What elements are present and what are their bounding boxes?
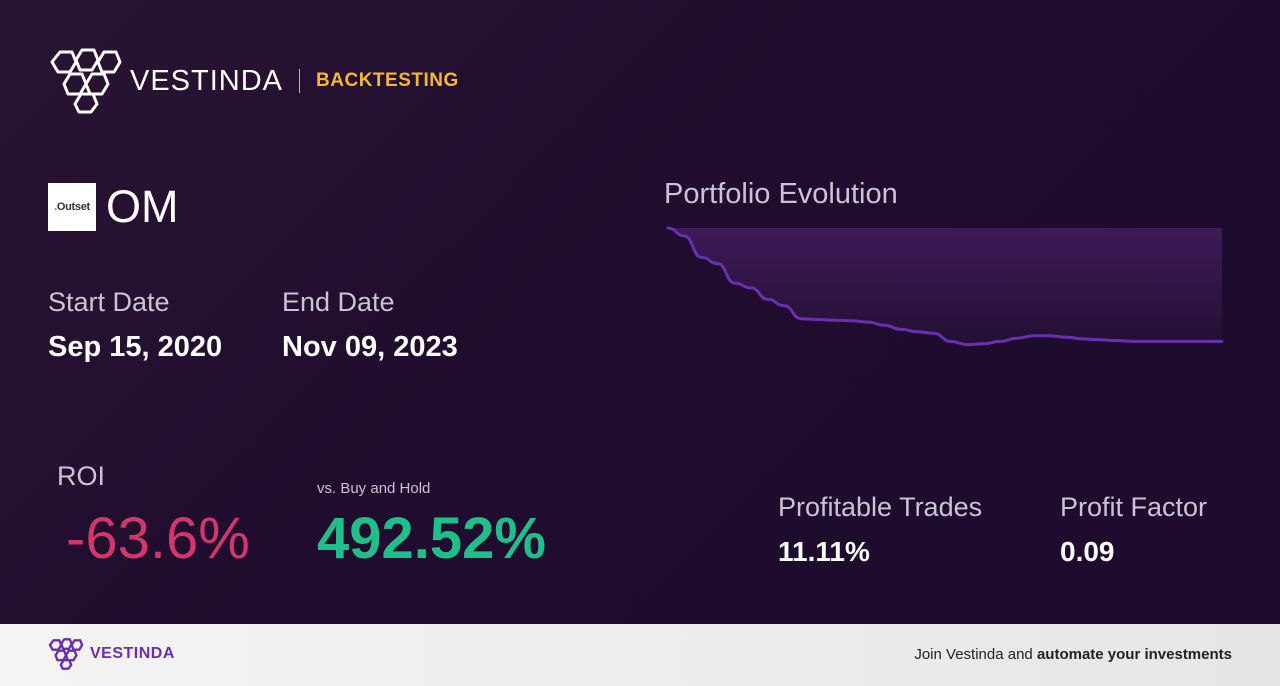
start-date-value: Sep 15, 2020 bbox=[48, 331, 223, 363]
vestinda-logo-icon bbox=[50, 48, 122, 114]
profitable-trades-value: 11.11% bbox=[778, 536, 870, 567]
chart-title: Portfolio Evolution bbox=[664, 178, 898, 210]
end-date-value: Nov 09, 2023 bbox=[282, 331, 458, 363]
chart-area bbox=[668, 228, 1222, 345]
ticker: .Outset OM bbox=[48, 183, 179, 231]
brand-name: VESTINDA bbox=[130, 64, 284, 97]
profitable-trades-label: Profitable Trades bbox=[778, 492, 983, 522]
company-logo: .Outset bbox=[48, 183, 96, 231]
buy-hold-label: vs. Buy and Hold bbox=[317, 480, 431, 497]
start-date-label: Start Date bbox=[48, 287, 170, 317]
profit-factor-label: Profit Factor bbox=[1060, 492, 1208, 522]
footer-logo[interactable]: VESTINDA bbox=[48, 638, 175, 670]
footer: VESTINDA Join Vestinda and automate your… bbox=[0, 624, 1280, 686]
footer-logo-icon bbox=[48, 638, 84, 670]
header: VESTINDA BACKTESTING bbox=[48, 46, 459, 116]
end-date-label: End Date bbox=[282, 287, 395, 317]
portfolio-chart bbox=[666, 226, 1224, 347]
footer-cta[interactable]: Join Vestinda and automate your investme… bbox=[914, 646, 1232, 663]
roi-value: -63.6% bbox=[66, 506, 250, 571]
chart-line bbox=[666, 226, 1224, 347]
tagline: BACKTESTING bbox=[316, 70, 459, 91]
profit-factor-value: 0.09 bbox=[1060, 536, 1115, 567]
roi-label: ROI bbox=[57, 461, 106, 491]
ticker-symbol: OM bbox=[106, 181, 179, 232]
divider bbox=[299, 69, 301, 93]
buy-hold-value: 492.52% bbox=[317, 506, 546, 571]
footer-brand: VESTINDA bbox=[90, 645, 175, 662]
